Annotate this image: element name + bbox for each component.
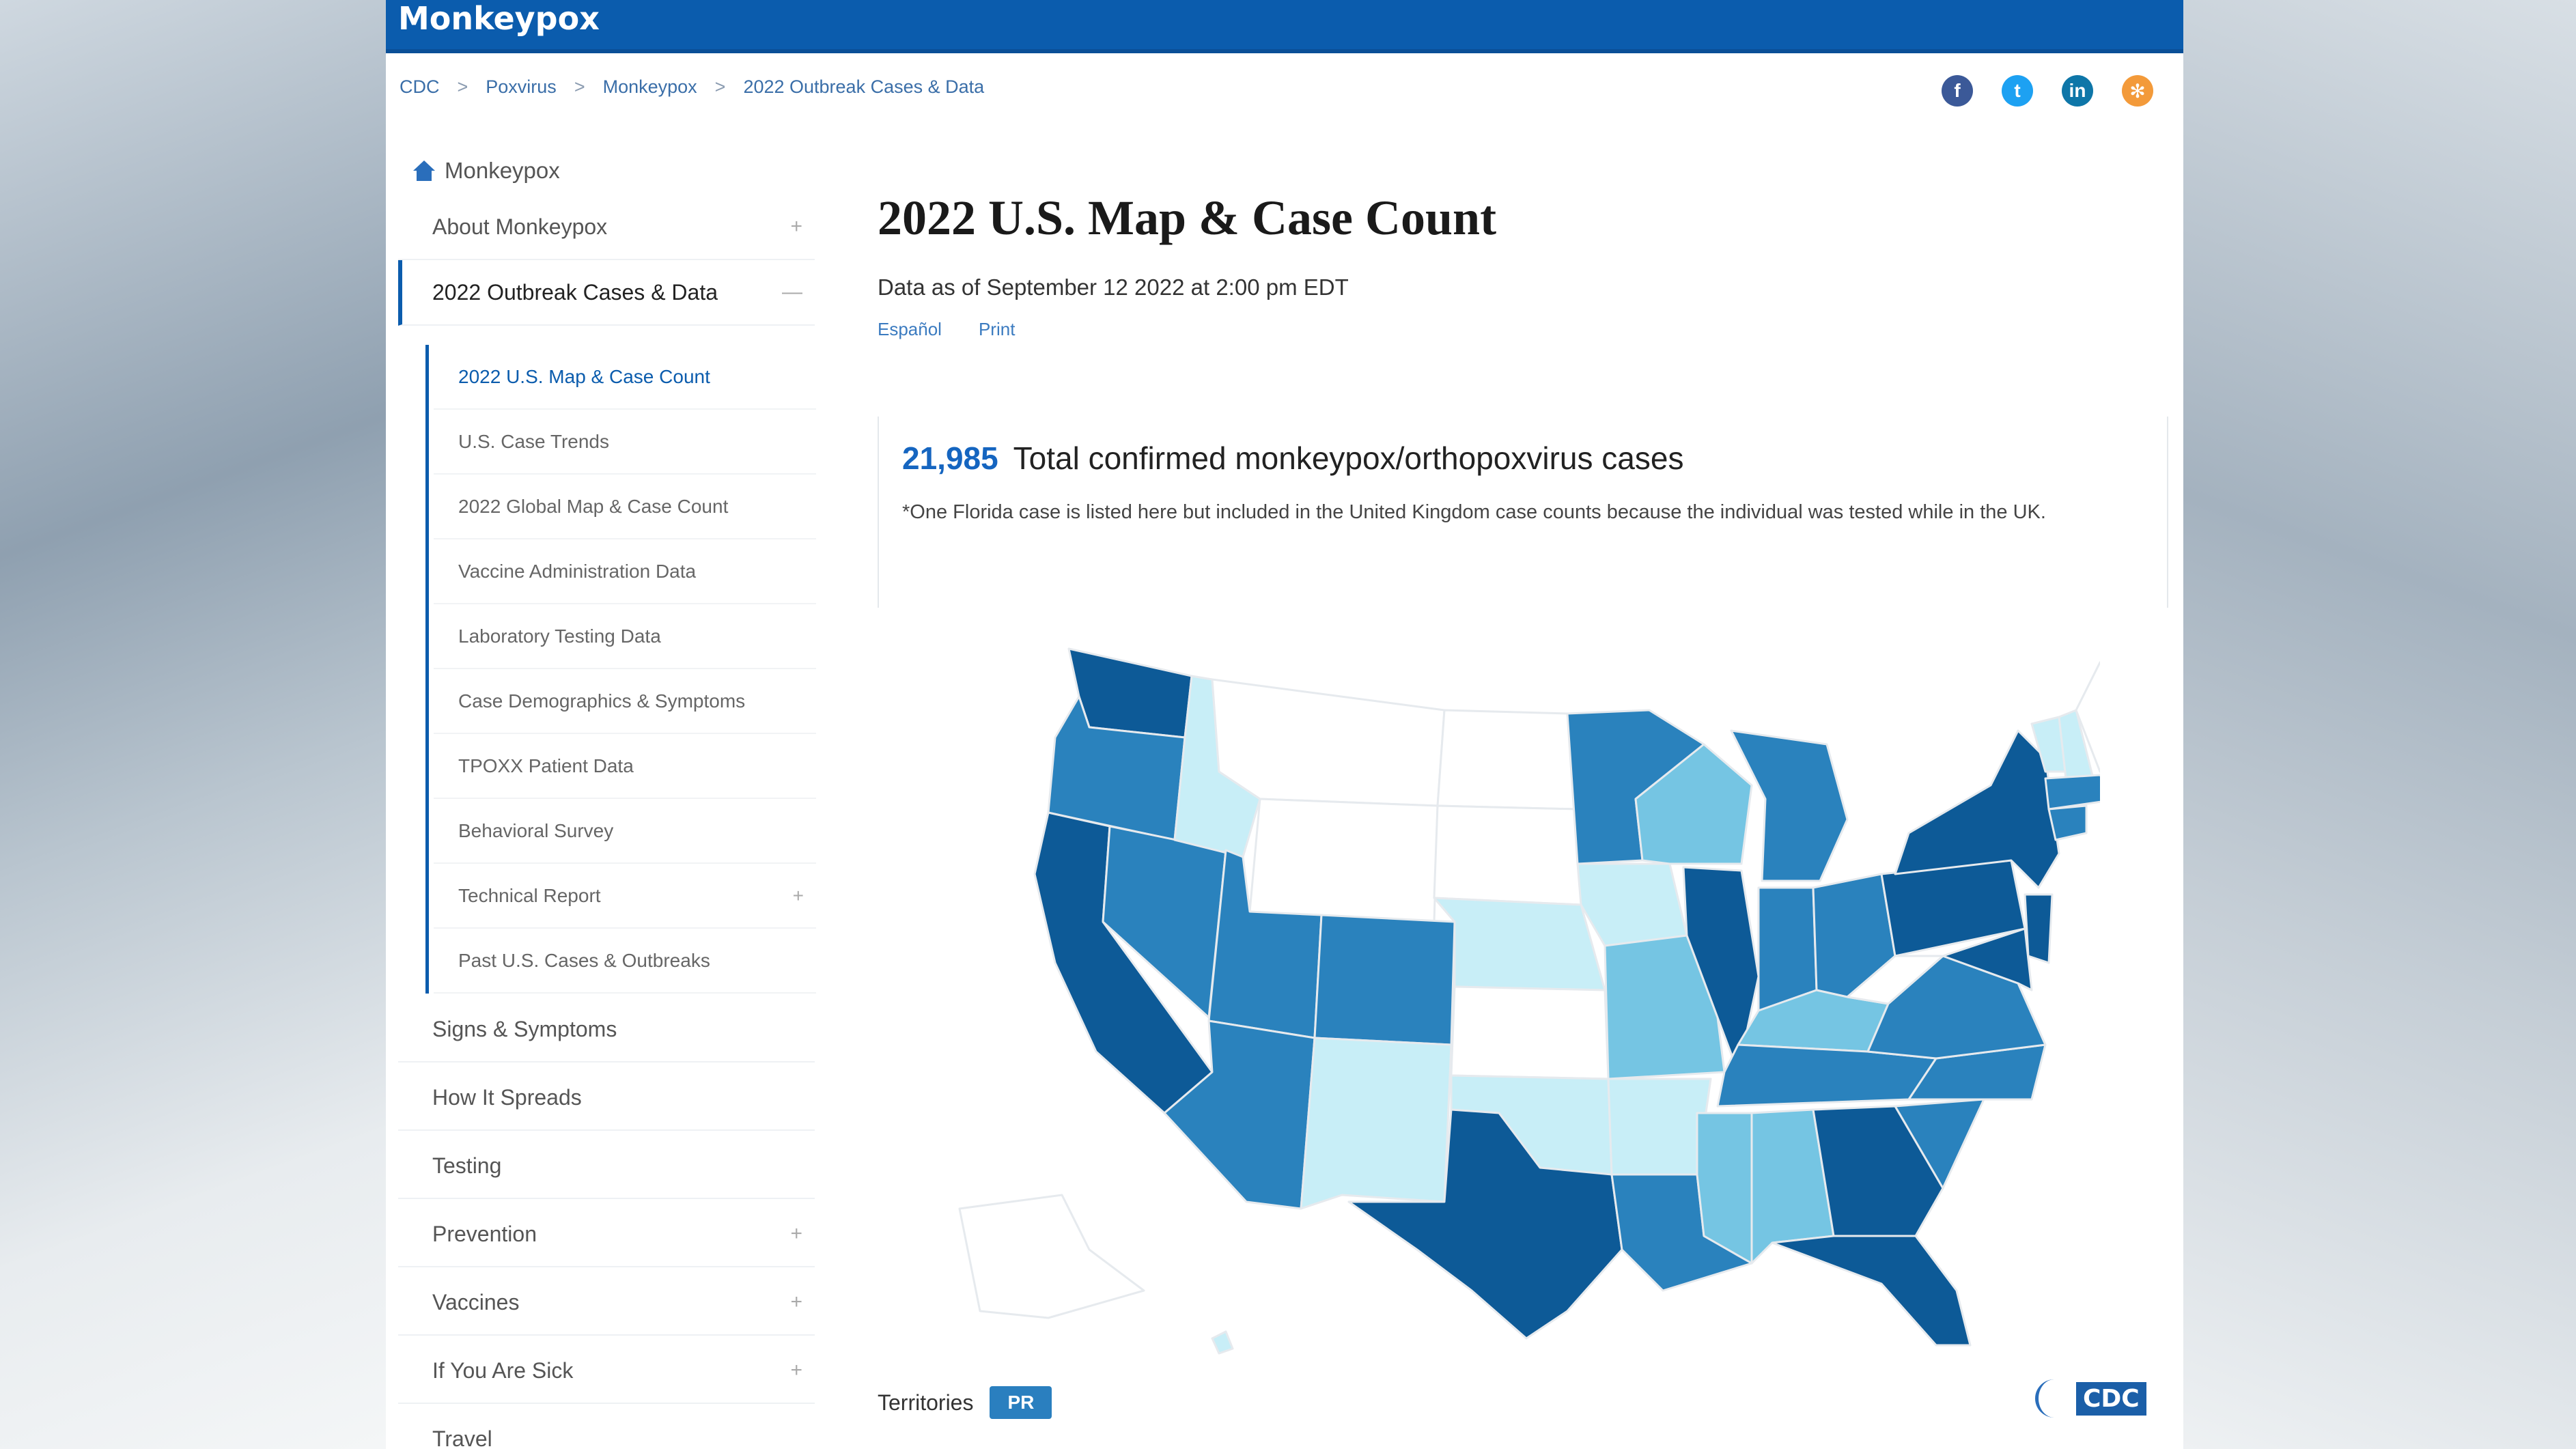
- nav-item-spreads[interactable]: How It Spreads: [398, 1065, 815, 1131]
- state-alaska[interactable]: [958, 1194, 1145, 1319]
- expand-icon[interactable]: +: [790, 215, 802, 238]
- subnav-lab-testing[interactable]: Laboratory Testing Data: [434, 604, 816, 669]
- state-colorado[interactable]: [1313, 914, 1456, 1046]
- hhs-eagle-icon: [2035, 1379, 2067, 1418]
- state-iowa[interactable]: [1576, 862, 1688, 947]
- syndicate-icon[interactable]: ✻: [2122, 75, 2153, 107]
- us-choropleth-map[interactable]: [939, 635, 2142, 1359]
- collapse-icon[interactable]: —: [782, 281, 802, 303]
- state-hawaii[interactable]: [1211, 1330, 1234, 1355]
- nav-item-travel[interactable]: Travel: [398, 1407, 815, 1449]
- background-right: [2183, 0, 2576, 1449]
- state-wyoming[interactable]: [1248, 798, 1439, 923]
- state-connecticut[interactable]: [2047, 804, 2088, 841]
- nav-item-if-sick[interactable]: If You Are Sick +: [398, 1338, 815, 1404]
- expand-icon[interactable]: +: [790, 1291, 802, 1313]
- breadcrumb-separator: >: [457, 76, 468, 97]
- espanol-link[interactable]: Español: [878, 319, 942, 339]
- nav-home-link[interactable]: Monkeypox: [413, 158, 560, 184]
- linkedin-icon[interactable]: in: [2062, 75, 2093, 107]
- breadcrumb-separator: >: [714, 76, 726, 97]
- breadcrumb: CDC > Poxvirus > Monkeypox > 2022 Outbre…: [400, 76, 984, 98]
- breadcrumb-separator: >: [574, 76, 585, 97]
- nav-home-label: Monkeypox: [445, 158, 560, 183]
- state-georgia[interactable]: [1812, 1105, 1944, 1237]
- nav-item-label: How It Spreads: [432, 1084, 582, 1110]
- breadcrumb-poxvirus[interactable]: Poxvirus: [486, 76, 557, 97]
- nav-item-about[interactable]: About Monkeypox +: [398, 195, 815, 260]
- site-header: Monkeypox: [386, 0, 2183, 53]
- nav-item-label: Vaccines: [432, 1289, 520, 1314]
- state-montana[interactable]: [1211, 678, 1446, 807]
- page-title: 2022 U.S. Map & Case Count: [878, 191, 1497, 245]
- nav-item-label: About Monkeypox: [432, 214, 608, 239]
- nav-item-label: Prevention: [432, 1221, 537, 1246]
- site-title[interactable]: Monkeypox: [398, 0, 600, 37]
- state-south-dakota[interactable]: [1433, 804, 1582, 906]
- state-maryland[interactable]: [1942, 927, 2033, 991]
- case-count-value: 21,985: [902, 440, 998, 476]
- state-new-jersey[interactable]: [2024, 893, 2054, 964]
- subnav-global-map[interactable]: 2022 Global Map & Case Count: [434, 475, 816, 539]
- case-footnote: *One Florida case is listed here but inc…: [902, 501, 2046, 523]
- expand-icon[interactable]: +: [792, 884, 804, 906]
- subnav-technical-report[interactable]: Technical Report +: [434, 864, 816, 929]
- state-new-mexico[interactable]: [1300, 1037, 1453, 1210]
- cdc-logo: CDC: [2035, 1379, 2146, 1418]
- state-wisconsin[interactable]: [1634, 743, 1753, 865]
- browser-page: Monkeypox CDC > Poxvirus > Monkeypox > 2…: [386, 0, 2183, 1449]
- state-kansas[interactable]: [1450, 985, 1610, 1080]
- breadcrumb-cdc[interactable]: CDC: [400, 76, 440, 97]
- facebook-icon[interactable]: f: [1942, 75, 1973, 107]
- case-count-box: 21,985 Total confirmed monkeypox/orthopo…: [878, 417, 2168, 608]
- page-links: Español Print: [878, 319, 1015, 340]
- subnav-case-trends[interactable]: U.S. Case Trends: [434, 410, 816, 475]
- nav-item-testing[interactable]: Testing: [398, 1134, 815, 1199]
- social-share-bar: f t in ✻: [1942, 75, 2153, 107]
- subnav-us-map[interactable]: 2022 U.S. Map & Case Count: [434, 345, 816, 410]
- state-florida[interactable]: [1771, 1235, 1972, 1347]
- nav-item-label: 2022 Outbreak Cases & Data: [432, 279, 718, 305]
- expand-icon[interactable]: +: [790, 1359, 802, 1381]
- state-south-carolina[interactable]: [1894, 1098, 1985, 1190]
- cdc-wordmark: CDC: [2076, 1381, 2146, 1416]
- nav-item-label: Signs & Symptoms: [432, 1016, 617, 1041]
- territories-row: Territories PR: [878, 1386, 1052, 1419]
- home-icon: [413, 160, 435, 181]
- state-massachusetts[interactable]: [2044, 774, 2122, 811]
- data-date: Data as of September 12 2022 at 2:00 pm …: [878, 275, 1349, 300]
- subnav-demographics[interactable]: Case Demographics & Symptoms: [434, 669, 816, 734]
- breadcrumb-outbreak[interactable]: 2022 Outbreak Cases & Data: [743, 76, 985, 97]
- case-headline: 21,985 Total confirmed monkeypox/orthopo…: [902, 440, 2144, 477]
- nav-item-label: Testing: [432, 1153, 502, 1178]
- state-texas[interactable]: [1347, 1108, 1623, 1340]
- state-mississippi[interactable]: [1696, 1112, 1753, 1265]
- subnav-behavioral-survey[interactable]: Behavioral Survey: [434, 799, 816, 864]
- subnav-past-cases[interactable]: Past U.S. Cases & Outbreaks: [434, 929, 816, 994]
- print-link[interactable]: Print: [978, 319, 1016, 339]
- subnav-indicator: [425, 345, 429, 994]
- state-new-york[interactable]: [1894, 729, 2060, 889]
- breadcrumb-monkeypox[interactable]: Monkeypox: [602, 76, 697, 97]
- nav-item-signs[interactable]: Signs & Symptoms: [398, 997, 815, 1063]
- nav-item-vaccines[interactable]: Vaccines +: [398, 1270, 815, 1336]
- case-count-label: Total confirmed monkeypox/orthopoxvirus …: [1013, 440, 1684, 476]
- state-michigan[interactable]: [1730, 729, 1849, 882]
- territory-pr-button[interactable]: PR: [990, 1386, 1052, 1419]
- expand-icon[interactable]: +: [790, 1222, 802, 1245]
- state-north-dakota[interactable]: [1436, 709, 1579, 811]
- state-nebraska[interactable]: [1433, 897, 1606, 991]
- nav-item-label: Travel: [432, 1426, 492, 1449]
- twitter-icon[interactable]: t: [2002, 75, 2033, 107]
- nav-item-outbreak-data[interactable]: 2022 Outbreak Cases & Data —: [398, 260, 815, 326]
- state-arkansas[interactable]: [1607, 1078, 1712, 1176]
- background-left: [0, 0, 386, 1449]
- state-missouri[interactable]: [1604, 934, 1726, 1080]
- territories-label: Territories: [878, 1390, 974, 1415]
- subnav-tpoxx[interactable]: TPOXX Patient Data: [434, 734, 816, 799]
- us-map-svg[interactable]: [939, 635, 2142, 1359]
- nav-item-prevention[interactable]: Prevention +: [398, 1202, 815, 1267]
- subnav-vaccine-data[interactable]: Vaccine Administration Data: [434, 539, 816, 604]
- nav-item-label: If You Are Sick: [432, 1357, 574, 1383]
